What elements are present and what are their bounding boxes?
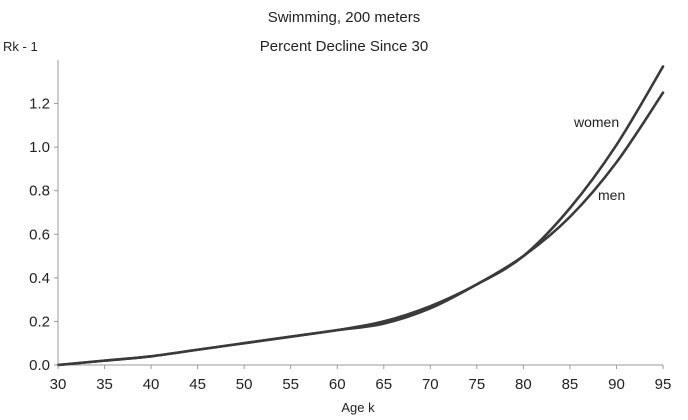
y-tick-label: 0.4	[29, 270, 50, 287]
x-tick-label: 90	[608, 376, 625, 393]
x-tick-label: 95	[655, 376, 672, 393]
y-tick-label: 1.2	[29, 96, 50, 113]
series-label-women: women	[573, 114, 619, 130]
x-tick-label: 70	[422, 376, 439, 393]
x-axis-label: Age k	[341, 400, 375, 415]
y-tick-label: 0.0	[29, 357, 50, 374]
chart-title: Swimming, 200 meters	[268, 9, 421, 26]
series-line-men	[56, 91, 665, 367]
x-tick-label: 60	[329, 376, 346, 393]
x-tick-label: 50	[236, 376, 253, 393]
chart-subtitle: Percent Decline Since 30	[260, 38, 428, 55]
y-tick-label: 0.6	[29, 226, 50, 243]
x-tick-label: 75	[469, 376, 486, 393]
series-labels: women men	[573, 114, 625, 203]
series-layer	[56, 65, 665, 367]
x-tick-label: 40	[143, 376, 160, 393]
x-tick-label: 55	[282, 376, 299, 393]
y-tick-label: 0.8	[29, 183, 50, 200]
x-tick-label: 30	[50, 376, 67, 393]
x-tick-label: 45	[189, 376, 206, 393]
ticks-layer: 30 35 40 45 50 55 60 65 70 75 80 85 90 95 0.0 0.2 0.4 0.6…	[29, 96, 671, 393]
series-label-men: men	[598, 187, 625, 203]
y-axis-label: Rk - 1	[3, 39, 38, 54]
y-tick-label: 0.2	[29, 313, 50, 330]
x-tick-label: 85	[562, 376, 579, 393]
x-tick-label: 35	[96, 376, 113, 393]
y-tick-label: 1.0	[29, 139, 50, 156]
x-tick-label: 65	[375, 376, 392, 393]
axes	[57, 60, 663, 366]
x-tick-label: 80	[515, 376, 532, 393]
